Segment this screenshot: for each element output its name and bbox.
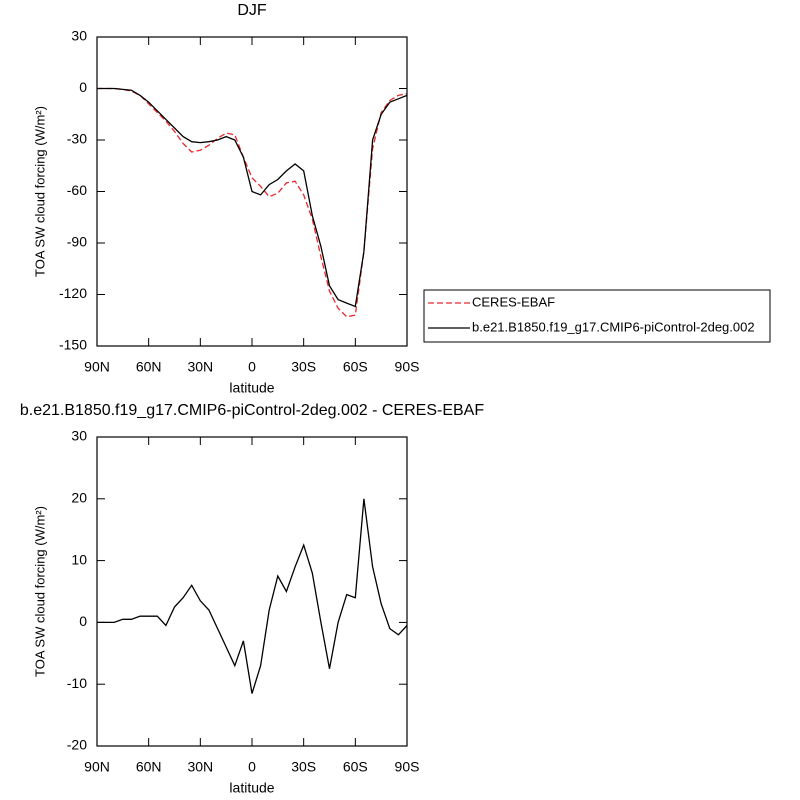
x-tick-label: 90N: [84, 359, 110, 375]
x-tick-label: 0: [248, 359, 256, 375]
x-tick-label: 90N: [84, 759, 110, 775]
x-axis-label: latitude: [229, 780, 274, 796]
chart-title: b.e21.B1850.f19_g17.CMIP6-piControl-2deg…: [20, 402, 484, 419]
data-line: [97, 498, 408, 694]
data-line: [97, 87, 408, 308]
y-tick-label: 0: [79, 79, 87, 95]
x-tick-label: 60S: [343, 759, 368, 775]
chart-title: DJF: [237, 2, 267, 19]
x-tick-label: 30N: [187, 359, 213, 375]
x-tick-label: 0: [248, 759, 256, 775]
y-tick-label: -150: [59, 337, 87, 353]
y-axis-label: TOA SW cloud forcing (W/m²): [32, 106, 47, 277]
y-tick-label: -10: [67, 675, 87, 691]
legend-label: CERES-EBAF: [472, 294, 555, 309]
y-tick-label: 20: [71, 490, 87, 506]
y-tick-label: -60: [67, 182, 87, 198]
y-tick-label: 0: [79, 613, 87, 629]
y-tick-label: 30: [71, 428, 87, 444]
y-tick-label: -20: [67, 737, 87, 753]
legend-box: [423, 289, 771, 343]
x-axis-label: latitude: [229, 380, 274, 396]
plot-frame: [96, 36, 408, 347]
x-tick-label: 30S: [291, 359, 316, 375]
y-tick-label: -120: [59, 285, 87, 301]
data-line: [97, 87, 408, 318]
x-tick-label: 60S: [343, 359, 368, 375]
y-tick-label: -30: [67, 131, 87, 147]
y-tick-label: 10: [71, 551, 87, 567]
x-tick-label: 30N: [187, 759, 213, 775]
x-tick-label: 60N: [136, 359, 162, 375]
y-axis-label: TOA SW cloud forcing (W/m²): [32, 506, 47, 677]
y-tick-label: -90: [67, 234, 87, 250]
x-tick-label: 30S: [291, 759, 316, 775]
legend-label: b.e21.B1850.f19_g17.CMIP6-piControl-2deg…: [472, 319, 755, 334]
y-tick-label: 30: [71, 28, 87, 44]
plot-frame: [96, 436, 408, 747]
x-tick-label: 90S: [395, 759, 420, 775]
x-tick-label: 60N: [136, 759, 162, 775]
x-tick-label: 90S: [395, 359, 420, 375]
